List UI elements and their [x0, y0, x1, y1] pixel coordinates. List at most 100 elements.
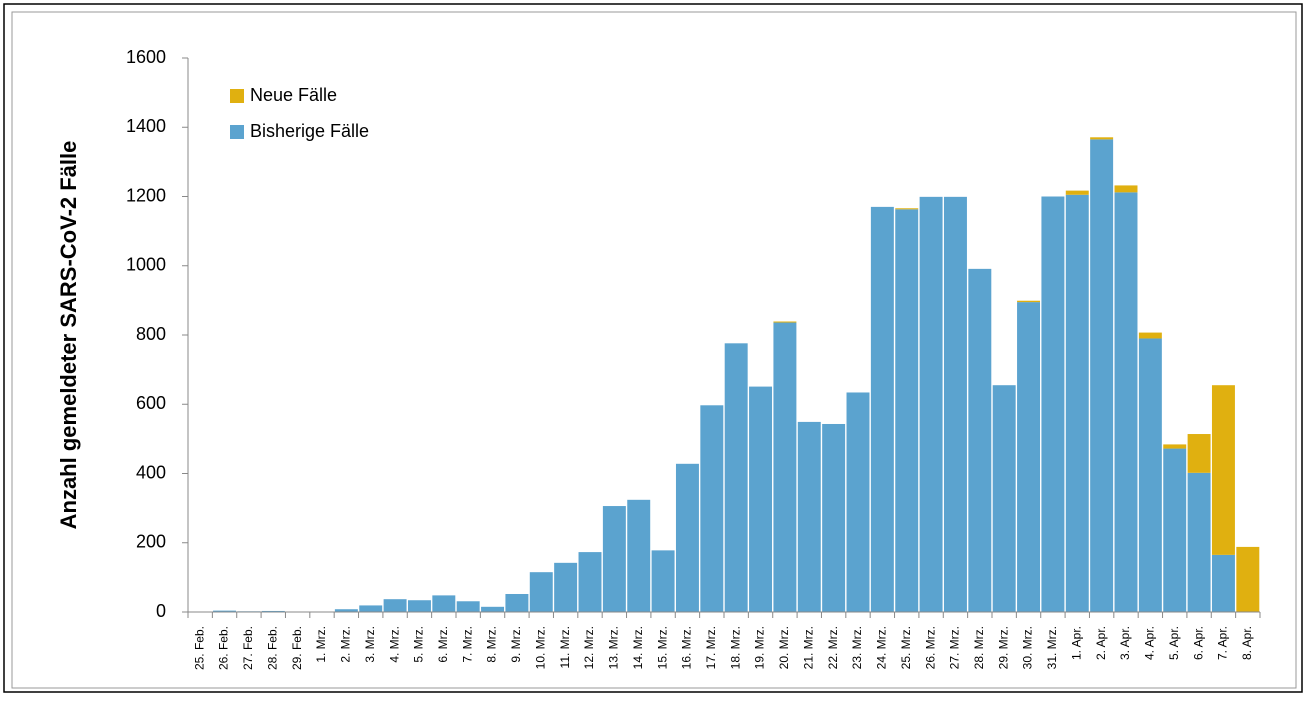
bar-segment — [505, 594, 528, 612]
x-tick-label: 27. Feb. — [241, 626, 255, 670]
x-tick-label: 19. Mrz. — [753, 626, 767, 669]
y-tick-label: 1400 — [126, 116, 166, 136]
x-tick-label: 6. Apr. — [1191, 626, 1205, 660]
bar-segment — [457, 601, 480, 612]
bar-segment — [530, 572, 553, 612]
x-tick-label: 7. Apr. — [1216, 626, 1230, 660]
x-tick-label: 18. Mrz. — [728, 626, 742, 669]
bar-segment — [1066, 191, 1089, 195]
bar-segment — [798, 422, 821, 612]
bar-segment — [359, 605, 382, 612]
bar-segment — [627, 500, 650, 612]
x-tick-label: 4. Mrz. — [387, 626, 401, 663]
x-tick-label: 30. Mrz. — [1021, 626, 1035, 669]
x-tick-label: 1. Mrz. — [314, 626, 328, 663]
bar-segment — [895, 208, 918, 209]
x-tick-label: 8. Apr. — [1240, 626, 1254, 660]
bar-segment — [822, 424, 845, 612]
bar-segment — [1139, 338, 1162, 612]
bar-segment — [481, 607, 504, 612]
y-tick-label: 800 — [136, 324, 166, 344]
bar-segment — [676, 464, 699, 612]
x-tick-label: 13. Mrz. — [607, 626, 621, 669]
x-tick-label: 5. Mrz. — [412, 626, 426, 663]
bar-segment — [1236, 547, 1259, 612]
x-tick-label: 12. Mrz. — [582, 626, 596, 669]
x-tick-label: 6. Mrz. — [436, 626, 450, 663]
y-tick-label: 400 — [136, 462, 166, 482]
x-tick-label: 16. Mrz. — [680, 626, 694, 669]
x-tick-label: 28. Mrz. — [972, 626, 986, 669]
y-axis-label: Anzahl gemeldeter SARS-CoV-2 Fälle — [56, 141, 81, 530]
legend-swatch — [230, 125, 244, 139]
bar-segment — [1115, 185, 1138, 192]
bar-segment — [847, 392, 870, 612]
y-tick-label: 200 — [136, 532, 166, 552]
bar-segment — [1163, 449, 1186, 612]
bar-segment — [408, 600, 431, 612]
bar-segment — [1188, 473, 1211, 612]
x-tick-label: 3. Apr. — [1118, 626, 1132, 660]
bar-segment — [700, 405, 723, 612]
x-tick-label: 31. Mrz. — [1045, 626, 1059, 669]
bar-segment — [895, 209, 918, 612]
y-tick-label: 600 — [136, 393, 166, 413]
x-tick-label: 29. Mrz. — [996, 626, 1010, 669]
bar-segment — [579, 552, 602, 612]
x-tick-label: 26. Mrz. — [923, 626, 937, 669]
legend-swatch — [230, 89, 244, 103]
x-tick-label: 1. Apr. — [1069, 626, 1083, 660]
bar-segment — [432, 595, 455, 612]
bar-segment — [1090, 137, 1113, 139]
bar-segment — [920, 197, 943, 612]
x-tick-label: 5. Apr. — [1167, 626, 1181, 660]
bar-segment — [749, 387, 772, 612]
x-tick-label: 24. Mrz. — [875, 626, 889, 669]
y-tick-label: 0 — [156, 601, 166, 621]
bar-segment — [1188, 434, 1211, 473]
bar-segment — [1017, 301, 1040, 302]
x-tick-label: 26. Feb. — [217, 626, 231, 670]
x-tick-label: 15. Mrz. — [655, 626, 669, 669]
x-tick-label: 25. Mrz. — [899, 626, 913, 669]
x-tick-label: 22. Mrz. — [826, 626, 840, 669]
bar-segment — [1041, 197, 1064, 613]
x-tick-label: 9. Mrz. — [509, 626, 523, 663]
x-tick-label: 2. Mrz. — [339, 626, 353, 663]
x-tick-label: 29. Feb. — [290, 626, 304, 670]
legend-label: Bisherige Fälle — [250, 121, 369, 141]
x-tick-label: 3. Mrz. — [363, 626, 377, 663]
bar-segment — [1212, 385, 1235, 555]
bar-segment — [1212, 555, 1235, 612]
bar-segment — [554, 563, 577, 612]
x-tick-label: 25. Feb. — [192, 626, 206, 670]
x-tick-label: 11. Mrz. — [558, 626, 572, 668]
bar-segment — [725, 343, 748, 612]
bar-segment — [1090, 139, 1113, 612]
bar-segment — [603, 506, 626, 612]
bar-segment — [1066, 195, 1089, 612]
x-tick-label: 7. Mrz. — [460, 626, 474, 663]
legend-label: Neue Fälle — [250, 85, 337, 105]
y-tick-label: 1000 — [126, 255, 166, 275]
bar-segment — [968, 269, 991, 612]
x-tick-label: 14. Mrz. — [631, 626, 645, 669]
bar-segment — [1139, 333, 1162, 339]
x-tick-label: 2. Apr. — [1094, 626, 1108, 660]
bar-segment — [773, 323, 796, 612]
bar-segment — [1163, 444, 1186, 448]
bar-segment — [993, 385, 1016, 612]
bar-segment — [944, 197, 967, 612]
x-tick-label: 28. Feb. — [265, 626, 279, 670]
x-tick-label: 8. Mrz. — [485, 626, 499, 663]
bar-segment — [1017, 302, 1040, 612]
x-tick-label: 4. Apr. — [1143, 626, 1157, 660]
x-tick-label: 20. Mrz. — [777, 626, 791, 669]
bar-segment — [652, 550, 675, 612]
bar-segment — [871, 207, 894, 612]
x-tick-label: 10. Mrz. — [533, 626, 547, 669]
x-tick-label: 27. Mrz. — [948, 626, 962, 669]
x-tick-label: 21. Mrz. — [801, 626, 815, 669]
x-tick-label: 17. Mrz. — [704, 626, 718, 669]
